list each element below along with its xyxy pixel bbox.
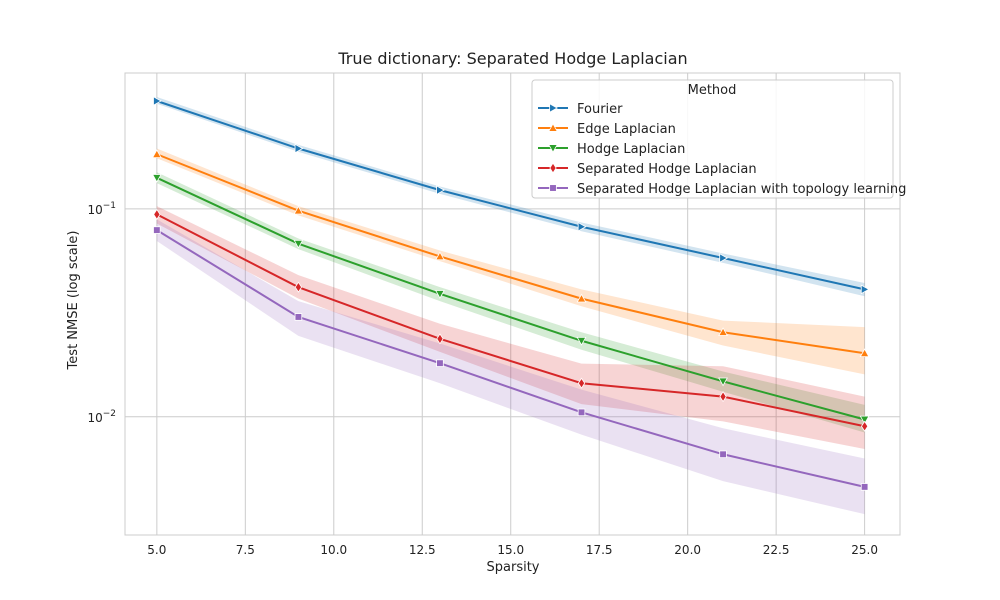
data-point xyxy=(294,281,303,293)
confidence-bands xyxy=(156,96,865,515)
legend-marker xyxy=(549,184,557,192)
data-point xyxy=(719,450,727,459)
data-point xyxy=(151,149,162,159)
data-point xyxy=(718,327,728,336)
confidence-band xyxy=(156,219,865,515)
data-point xyxy=(435,251,445,261)
legend-box xyxy=(531,79,894,199)
legend-marker xyxy=(548,144,558,154)
legend-label: Separated Hodge Laplacian with topology … xyxy=(577,182,906,197)
legend-marker xyxy=(548,122,558,132)
data-point xyxy=(718,377,728,387)
data-point xyxy=(153,208,161,220)
x-tick-label: 7.5 xyxy=(236,543,255,557)
legend-items: Fourier Edge Laplacian Hodge Laplacian Sepa… xyxy=(538,102,906,197)
confidence-band xyxy=(156,206,865,449)
y-axis-ticks: 10−1 10−2 xyxy=(87,201,116,425)
data-point xyxy=(435,290,445,299)
y-axis-label: Test NMSE (log scale) xyxy=(66,231,81,371)
x-tick-label: 12.5 xyxy=(409,543,436,557)
data-point xyxy=(153,226,161,234)
x-tick-label: 20.0 xyxy=(674,543,701,557)
legend-marker xyxy=(549,103,559,113)
y-tick-label: 10−2 xyxy=(87,409,116,425)
legend-label: Separated Hodge Laplacian xyxy=(577,162,757,177)
data-point xyxy=(859,348,870,358)
data-point xyxy=(576,293,587,303)
data-point xyxy=(577,408,586,417)
legend: Method Fourier Edge Laplacian Hodge Laplac… xyxy=(531,79,906,199)
data-point xyxy=(294,143,304,154)
y-tick-label: 10−1 xyxy=(87,201,116,217)
data-point xyxy=(577,377,586,389)
series-line xyxy=(156,153,865,355)
legend-label: Hodge Laplacian xyxy=(577,142,685,157)
x-tick-label: 15.0 xyxy=(497,543,524,557)
confidence-band xyxy=(156,148,865,375)
data-point xyxy=(860,284,870,295)
confidence-band xyxy=(156,96,865,297)
plot-frame xyxy=(124,72,901,536)
series-line xyxy=(156,213,865,428)
data-point xyxy=(151,174,162,183)
legend-label: Fourier xyxy=(577,102,623,117)
data-point xyxy=(436,185,445,196)
legend-label: Edge Laplacian xyxy=(577,122,676,137)
x-axis-label: Sparsity xyxy=(487,560,540,575)
series-line xyxy=(156,229,865,488)
data-point xyxy=(719,253,729,263)
data-point xyxy=(576,337,587,346)
data-point xyxy=(436,333,444,345)
data-point xyxy=(859,415,870,425)
series-line xyxy=(156,100,865,291)
data-point xyxy=(860,420,869,432)
legend-title: Method xyxy=(688,83,737,98)
data-point xyxy=(860,483,869,491)
data-point xyxy=(577,221,587,232)
series-line xyxy=(156,176,865,421)
data-point xyxy=(294,313,303,321)
x-tick-label: 10.0 xyxy=(320,543,347,557)
data-point xyxy=(293,239,304,249)
x-tick-label: 25.0 xyxy=(851,543,878,557)
x-tick-label: 5.0 xyxy=(147,543,166,557)
x-tick-label: 17.5 xyxy=(586,543,613,557)
confidence-band xyxy=(156,172,865,433)
x-axis-ticks: 5.0 7.5 10.0 12.5 15.0 17.5 20.0 22.5 25.0 xyxy=(147,543,878,557)
legend-marker xyxy=(549,162,557,174)
series-markers xyxy=(151,96,870,491)
data-point xyxy=(719,391,727,403)
data-point xyxy=(293,205,304,215)
data-point xyxy=(436,359,444,367)
chart-title: True dictionary: Separated Hodge Laplaci… xyxy=(337,49,687,68)
series-lines xyxy=(156,100,865,488)
x-tick-label: 22.5 xyxy=(763,543,790,557)
data-point xyxy=(153,96,162,106)
